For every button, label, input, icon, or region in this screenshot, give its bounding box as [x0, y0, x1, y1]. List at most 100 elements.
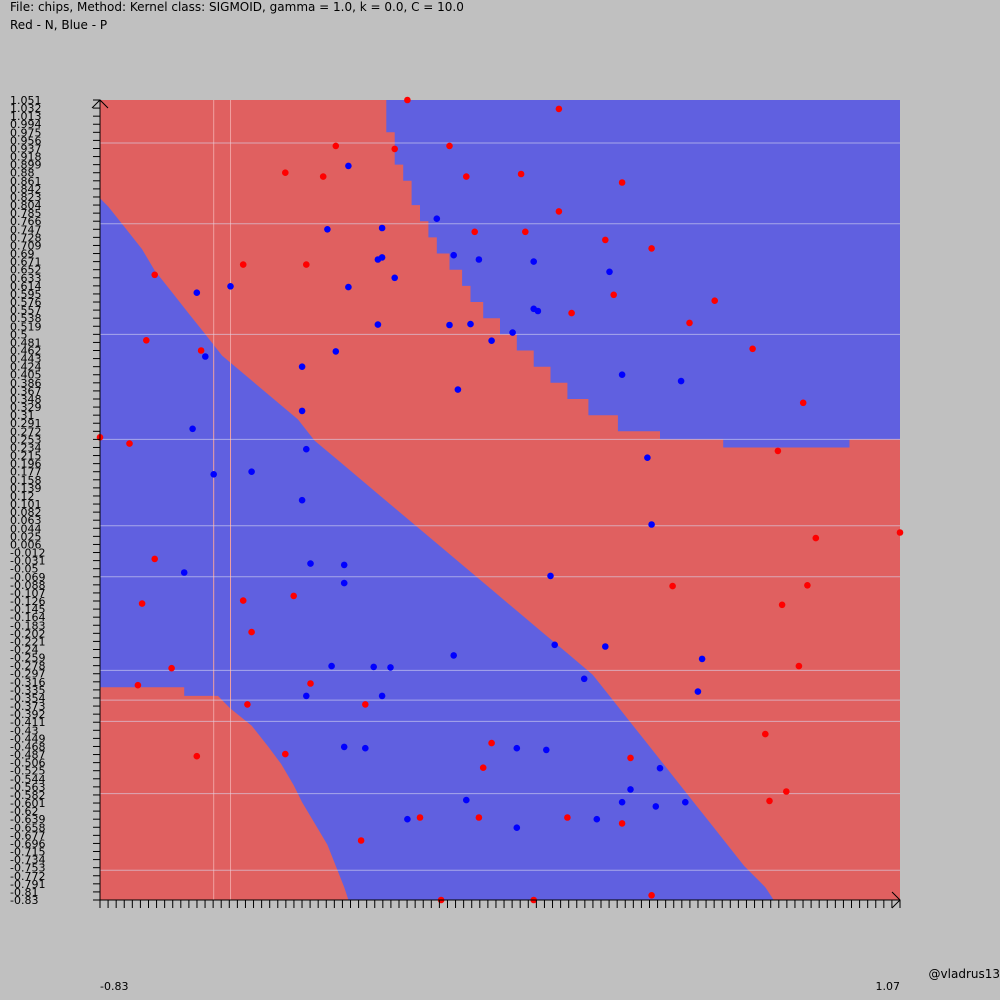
point-p-43: [450, 652, 458, 659]
y-tick-label: -0.335: [10, 684, 45, 697]
y-tick-label: 0.88: [10, 167, 35, 180]
y-tick-label: 0.12: [10, 490, 35, 503]
y-tick-label: -0.658: [10, 821, 45, 834]
point-n-0: [404, 96, 411, 104]
point-p-53: [513, 744, 521, 752]
y-tick-label: 0.101: [10, 498, 42, 511]
point-n-22: [143, 337, 150, 344]
point-p-27: [298, 407, 306, 415]
y-tick-label: -0.24: [10, 643, 38, 656]
point-n-12: [522, 228, 529, 236]
point-n-54: [475, 814, 483, 821]
y-tick-label: 0.538: [10, 312, 42, 325]
y-tick-label: 0.557: [10, 304, 42, 317]
y-tick-label: -0.126: [10, 595, 45, 608]
point-p-37: [340, 561, 348, 569]
point-p-63: [652, 803, 660, 810]
x-tick-label: 1.07: [876, 980, 901, 993]
point-p-13: [227, 283, 234, 290]
y-tick-label: 1.013: [10, 110, 42, 123]
point-n-37: [778, 601, 786, 609]
y-tick-label: -0.202: [10, 627, 45, 640]
y-tick-label: 0.481: [10, 336, 42, 349]
point-n-1: [555, 105, 563, 113]
point-n-14: [648, 245, 655, 252]
y-tick-label: 1.032: [10, 102, 42, 115]
point-n-4: [391, 145, 399, 153]
point-n-48: [488, 739, 495, 747]
point-n-29: [812, 534, 820, 542]
point-p-0: [345, 162, 352, 170]
point-p-22: [454, 386, 462, 393]
y-tick-label: -0.259: [10, 652, 45, 665]
point-p-4: [450, 251, 458, 259]
y-tick-label: -0.639: [10, 813, 45, 826]
point-p-45: [698, 655, 706, 663]
point-p-42: [387, 664, 394, 671]
point-n-15: [239, 261, 247, 268]
point-p-50: [580, 675, 588, 683]
point-n-18: [610, 291, 617, 299]
y-tick-label: -0.221: [10, 635, 45, 648]
point-n-49: [479, 764, 487, 771]
point-n-40: [795, 662, 803, 670]
y-tick-label: -0.278: [10, 660, 45, 673]
point-n-9: [555, 208, 563, 215]
point-p-15: [530, 305, 537, 313]
y-tick-label: -0.677: [10, 829, 45, 842]
point-p-21: [332, 348, 340, 355]
y-tick-label: 0.006: [10, 538, 42, 551]
point-p-36: [307, 560, 314, 567]
y-tick-label: 0.975: [10, 126, 42, 139]
y-tick-label: -0.297: [10, 668, 45, 681]
y-tick-label: 0.804: [10, 199, 42, 212]
point-p-30: [644, 454, 651, 462]
point-n-50: [627, 754, 634, 762]
point-n-55: [564, 814, 571, 821]
y-tick-label: 0.253: [10, 433, 42, 446]
point-n-33: [804, 582, 811, 589]
y-tick-label: -0.468: [10, 740, 45, 753]
y-tick-label: -0.354: [10, 692, 45, 705]
point-n-41: [134, 681, 142, 689]
y-tick-label: 0.063: [10, 514, 42, 527]
point-p-39: [340, 579, 348, 587]
point-n-44: [362, 701, 369, 708]
point-n-30: [896, 529, 904, 536]
point-p-40: [602, 643, 609, 650]
y-tick-labels: 1.0511.0321.0130.9940.9750.9560.9370.918…: [10, 94, 45, 907]
y-tick-label: -0.069: [10, 571, 45, 584]
y-tick-label: -0.582: [10, 789, 45, 802]
point-n-43: [244, 701, 251, 708]
y-tick-label: -0.088: [10, 579, 45, 592]
y-tick-label: 0.671: [10, 256, 42, 269]
y-tick-label: 1.051: [10, 94, 42, 107]
y-tick-label: -0.316: [10, 676, 45, 689]
point-n-57: [357, 837, 365, 844]
y-tick-label: 0.519: [10, 320, 42, 333]
point-p-62: [682, 798, 689, 806]
header-title: File: chips, Method: Kernel class: SIGMO…: [10, 0, 464, 14]
y-tick-label: -0.145: [10, 603, 45, 616]
y-tick-label: -0.373: [10, 700, 45, 713]
y-tick-label: 0.823: [10, 191, 42, 204]
point-p-26: [677, 377, 685, 385]
point-n-36: [290, 592, 298, 600]
point-n-56: [618, 820, 626, 827]
point-p-34: [648, 521, 655, 528]
y-tick-label: -0.487: [10, 749, 45, 762]
point-n-28: [126, 440, 133, 447]
point-n-34: [239, 597, 247, 604]
y-tick-label: 0.956: [10, 134, 42, 147]
point-n-52: [766, 797, 773, 805]
point-p-60: [404, 815, 411, 823]
point-p-23: [202, 353, 209, 360]
y-tick-label: -0.753: [10, 862, 45, 875]
y-tick-label: 0.766: [10, 215, 42, 228]
point-p-7: [475, 256, 483, 263]
y-tick-label: -0.772: [10, 870, 45, 883]
point-n-39: [168, 664, 175, 672]
point-p-16: [446, 321, 453, 329]
y-tick-label: 0.937: [10, 142, 42, 155]
